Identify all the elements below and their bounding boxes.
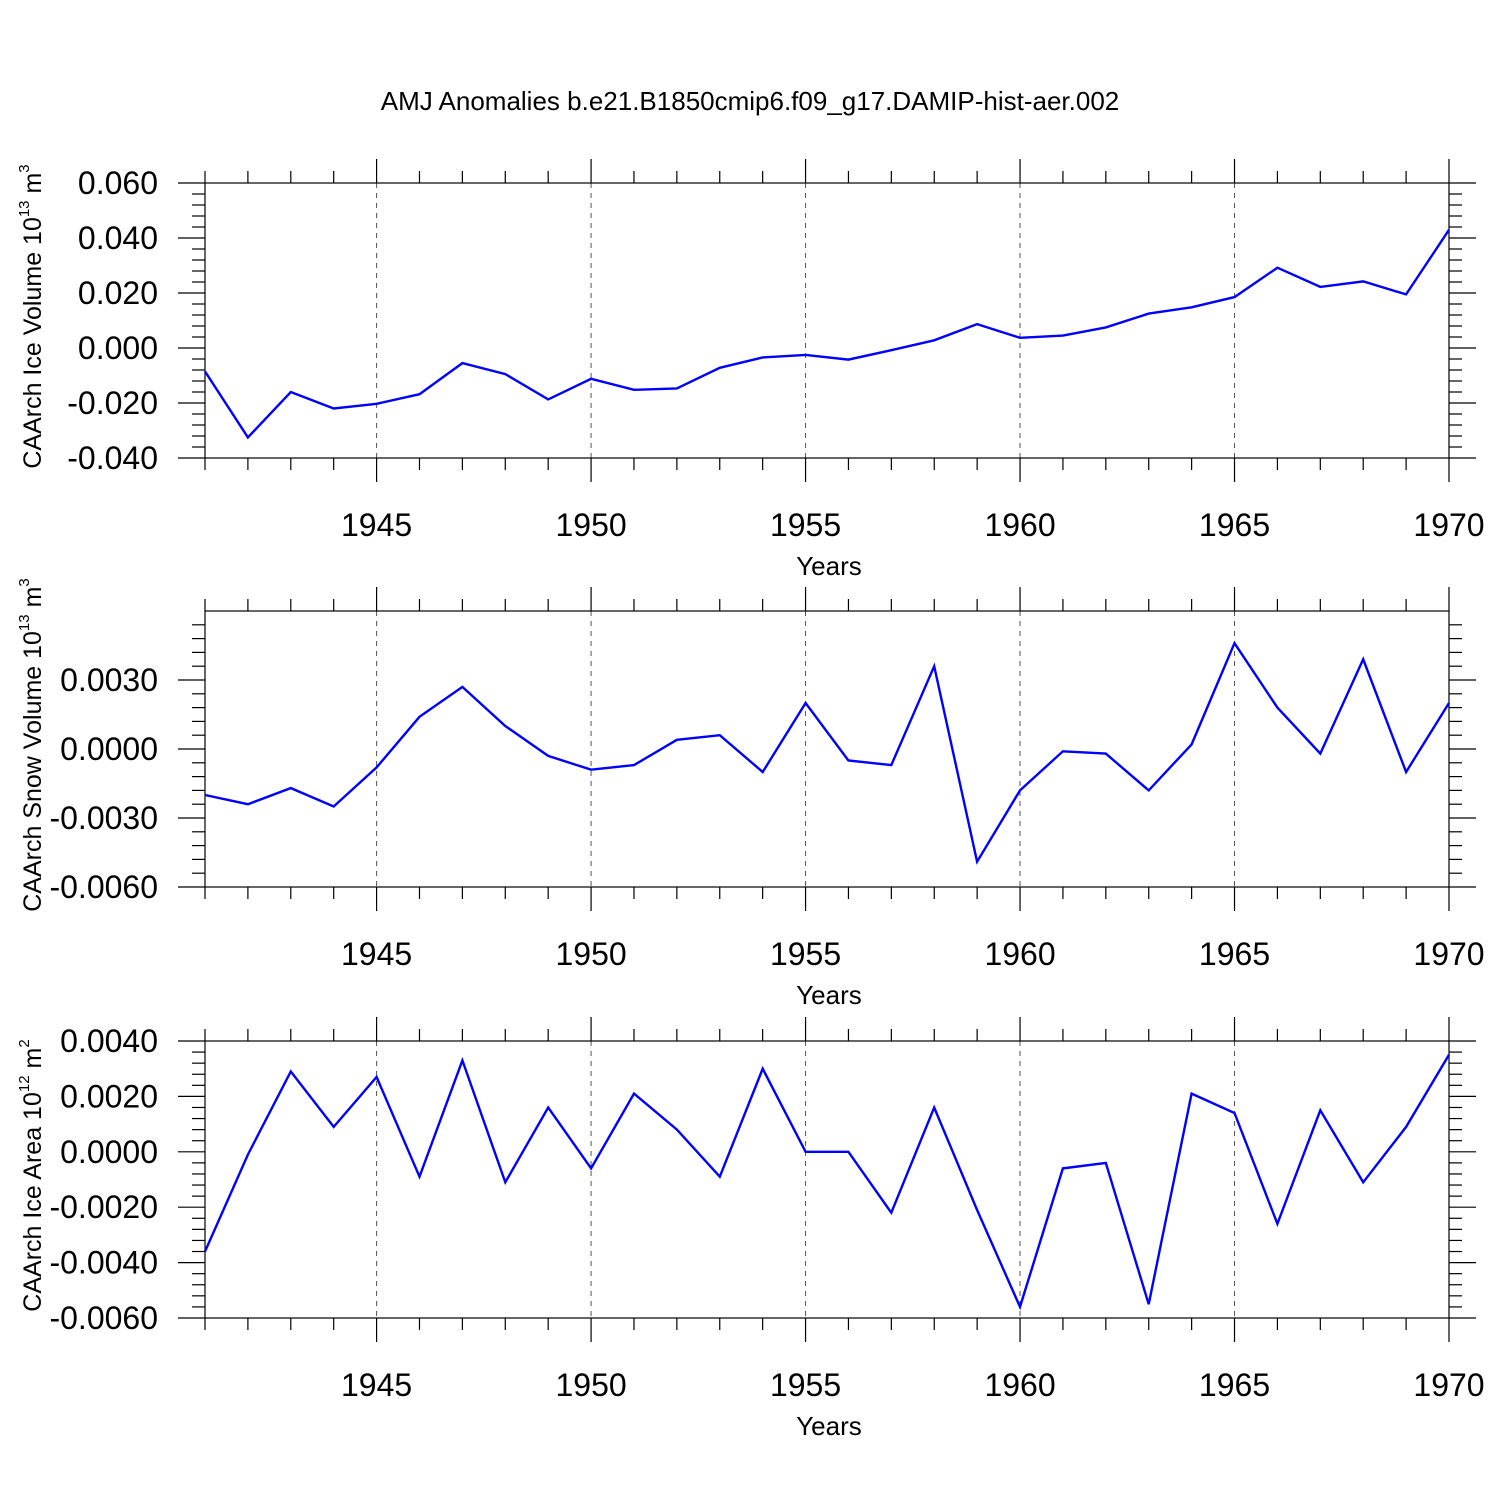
y-tick-label: 0.040 xyxy=(78,220,158,256)
x-tick-label: 1955 xyxy=(770,507,841,543)
y-axis-label: CAArch Ice Area 1012 m2 xyxy=(16,1039,47,1311)
series-line xyxy=(204,640,1451,865)
y-tick-label: -0.0030 xyxy=(49,800,158,836)
figure-title: AMJ Anomalies b.e21.B1850cmip6.f09_g17.D… xyxy=(381,86,1120,116)
x-tick-label: 1965 xyxy=(1199,507,1270,543)
x-axis-label: Years xyxy=(796,1411,862,1441)
x-tick-label: 1950 xyxy=(555,936,626,972)
plot-frame xyxy=(204,182,1450,459)
x-tick-label: 1970 xyxy=(1413,507,1484,543)
x-tick-label: 1960 xyxy=(984,507,1055,543)
y-tick-label: -0.0060 xyxy=(49,869,158,905)
x-tick-label: 1965 xyxy=(1199,1367,1270,1403)
x-tick-label: 1965 xyxy=(1199,936,1270,972)
y-tick-label: 0.0020 xyxy=(60,1078,158,1114)
y-tick-label: -0.0040 xyxy=(49,1245,158,1281)
x-tick-label: 1945 xyxy=(341,507,412,543)
x-axis-label: Years xyxy=(796,980,862,1010)
x-tick-label: 1950 xyxy=(555,507,626,543)
y-tick-label: 0.0000 xyxy=(60,731,158,767)
y-tick-label: 0.000 xyxy=(78,330,158,366)
x-tick-label: 1960 xyxy=(984,936,1055,972)
plot-frame xyxy=(204,1040,1450,1319)
y-tick-label: 0.020 xyxy=(78,275,158,311)
series-line xyxy=(203,1054,1451,1311)
x-axis-label: Years xyxy=(796,551,862,581)
panel-ice-area: 1945 1950 1955 1960 1965 1970 -0.0060 -0.0040 -0… xyxy=(16,1017,1485,1441)
y-tick-label: -0.0020 xyxy=(49,1189,158,1225)
y-tick-label: -0.040 xyxy=(67,440,158,476)
y-tick-label: 0.0000 xyxy=(60,1134,158,1170)
chart-panels: 1945 1950 1955 1960 1965 1970 -0.040 -0.020 0.00… xyxy=(16,159,1485,1441)
y-tick-label: 0.060 xyxy=(78,165,158,201)
x-tick-label: 1945 xyxy=(341,1367,412,1403)
x-tick-label: 1955 xyxy=(770,1367,841,1403)
y-axis-label: CAArch Snow Volume 1013 m3 xyxy=(16,578,47,912)
y-tick-label: -0.020 xyxy=(67,385,158,421)
y-tick-label: 0.0030 xyxy=(60,662,158,698)
panel-snow-volume: 1945 1950 1955 1960 1965 1970 -0.0060 -0.0030 0.… xyxy=(16,578,1485,1010)
x-tick-label: 1960 xyxy=(984,1367,1055,1403)
x-tick-label: 1945 xyxy=(341,936,412,972)
x-tick-label: 1970 xyxy=(1413,1367,1484,1403)
series-line xyxy=(203,229,1450,440)
x-tick-label: 1950 xyxy=(555,1367,626,1403)
y-axis-label: CAArch Ice Volume 1013 m3 xyxy=(16,164,47,468)
y-tick-label: -0.0060 xyxy=(49,1300,158,1336)
y-tick-label: 0.0040 xyxy=(60,1023,158,1059)
panel-ice-volume: 1945 1950 1955 1960 1965 1970 -0.040 -0.020 0.00… xyxy=(16,159,1485,581)
x-tick-label: 1955 xyxy=(770,936,841,972)
x-tick-label: 1970 xyxy=(1413,936,1484,972)
